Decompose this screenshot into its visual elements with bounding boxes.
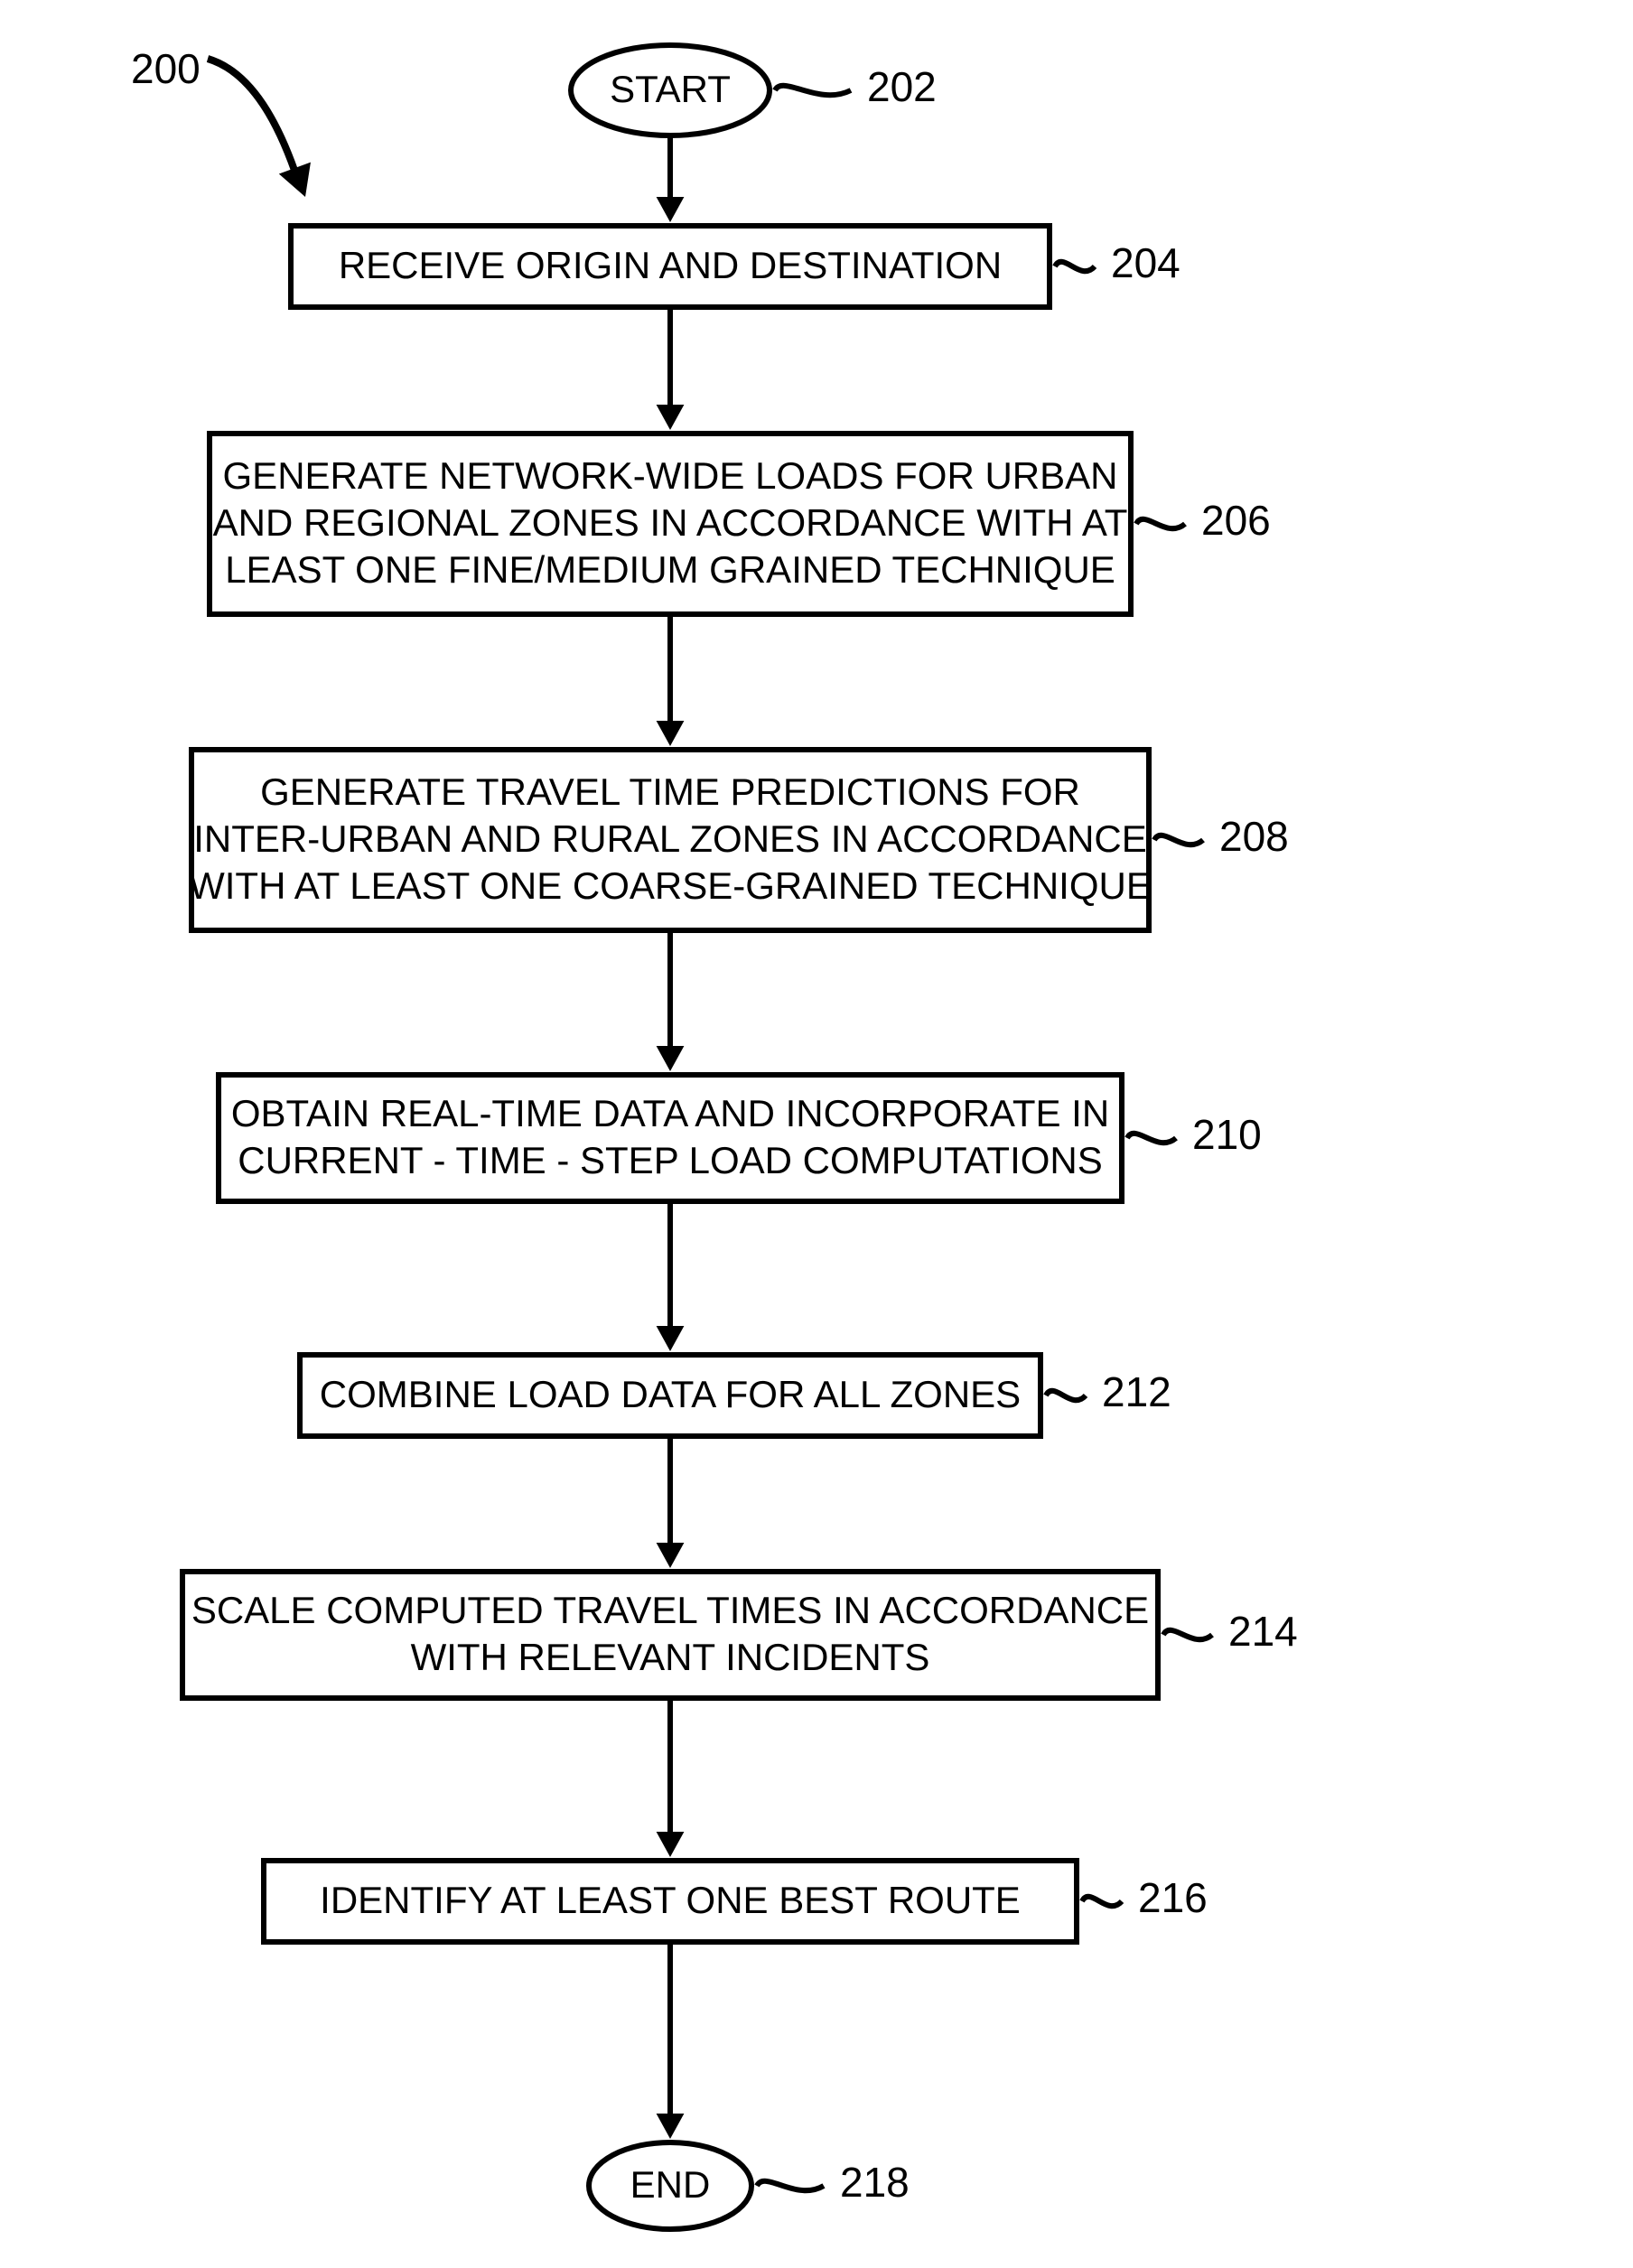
- ref-connector: [1046, 1391, 1086, 1400]
- process-text: OBTAIN REAL-TIME DATA AND INCORPORATE IN: [231, 1092, 1109, 1134]
- ref-connector: [1055, 262, 1095, 271]
- process-text: WITH RELEVANT INCIDENTS: [411, 1636, 930, 1678]
- process-text: SCALE COMPUTED TRAVEL TIMES IN ACCORDANC…: [191, 1589, 1149, 1631]
- ref-number: 214: [1228, 1608, 1298, 1655]
- process-text: COMBINE LOAD DATA FOR ALL ZONES: [320, 1373, 1021, 1415]
- figure-ref-200: 200: [131, 45, 201, 92]
- ref-connector: [1082, 1897, 1122, 1906]
- ref-number: 202: [867, 63, 937, 110]
- figure-pointer-curve: [208, 59, 298, 181]
- process-text: GENERATE TRAVEL TIME PREDICTIONS FOR: [260, 770, 1080, 813]
- ref-number: 208: [1219, 813, 1289, 860]
- ref-connector: [1136, 519, 1185, 528]
- ref-number: 216: [1138, 1874, 1208, 1921]
- ref-connector: [775, 86, 851, 95]
- ref-connector: [1154, 835, 1203, 845]
- ref-number: 212: [1102, 1368, 1171, 1415]
- ref-number: 206: [1201, 497, 1271, 544]
- process-text: LEAST ONE FINE/MEDIUM GRAINED TECHNIQUE: [225, 548, 1115, 591]
- process-text: GENERATE NETWORK-WIDE LOADS FOR URBAN: [223, 454, 1118, 497]
- flowchart: START 202 RECEIVE ORIGIN AND DESTINATION 20…: [0, 0, 1633, 2268]
- ref-connector: [757, 2181, 824, 2190]
- process-text: AND REGIONAL ZONES IN ACCORDANCE WITH AT: [213, 501, 1128, 544]
- process-text: WITH AT LEAST ONE COARSE-GRAINED TECHNIQ…: [189, 864, 1152, 907]
- start-label: START: [610, 68, 731, 110]
- ref-number: 204: [1111, 239, 1180, 286]
- ref-number: 218: [840, 2159, 910, 2206]
- process-text: CURRENT - TIME - STEP LOAD COMPUTATIONS: [238, 1139, 1103, 1181]
- ref-connector: [1127, 1134, 1176, 1143]
- process-text: RECEIVE ORIGIN AND DESTINATION: [339, 244, 1002, 286]
- ref-connector: [1163, 1630, 1212, 1639]
- ref-number: 210: [1192, 1111, 1262, 1158]
- end-label: END: [630, 2163, 711, 2206]
- process-text: INTER-URBAN AND RURAL ZONES IN ACCORDANC…: [193, 817, 1147, 860]
- process-text: IDENTIFY AT LEAST ONE BEST ROUTE: [320, 1879, 1021, 1921]
